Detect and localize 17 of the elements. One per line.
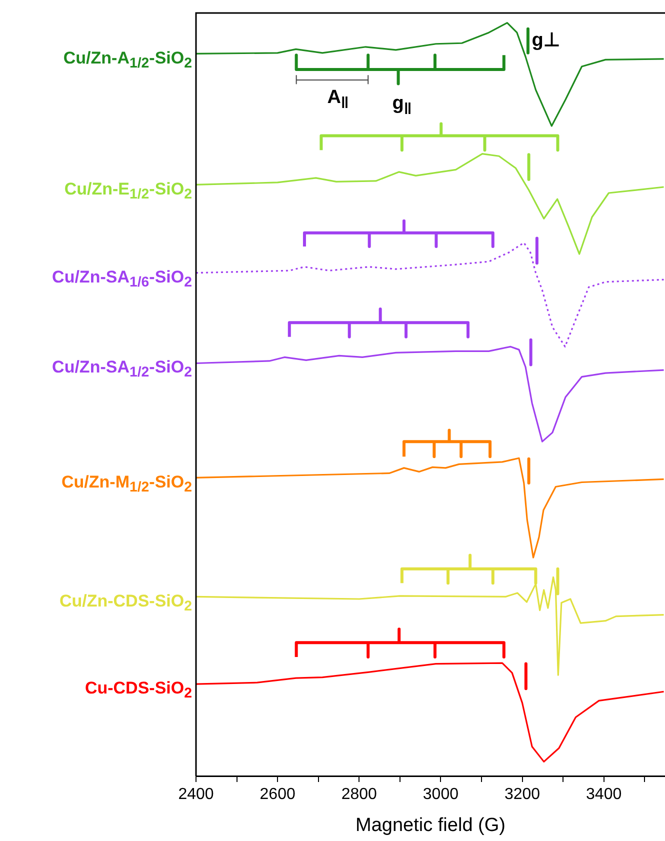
series-label: Cu-CDS-SiO$_{2}$ xyxy=(84,678,192,702)
x-axis-title: Magnetic field (G) xyxy=(356,814,506,836)
annotation: g⊥ xyxy=(532,29,560,52)
series-label: Cu/Zn-E$_{1/2}$-SiO$_{2}$ xyxy=(64,179,192,202)
x-tick-label: 2600 xyxy=(260,786,296,804)
series-label: Cu/Zn-CDS-SiO$_{2}$ xyxy=(59,591,192,614)
series-label: Cu/Zn-SA$_{1/2}$-SiO$_{2}$ xyxy=(52,358,192,381)
x-tick-label: 2400 xyxy=(178,786,214,804)
x-tick-label: 2800 xyxy=(341,786,378,804)
series-label: Cu/Zn-A$_{1/2}$-SiO$_{2}$ xyxy=(63,48,192,72)
x-tick-label: 3000 xyxy=(422,786,459,804)
x-tick-label: 3200 xyxy=(504,786,540,804)
series-label: Cu/Zn-M$_{1/2}$-SiO$_{2}$ xyxy=(62,472,192,496)
annotation: A$_{‖}$ xyxy=(327,87,349,113)
series-label: Cu/Zn-SA$_{1/6}$-SiO$_{2}$ xyxy=(52,267,192,291)
x-tick-label: 3400 xyxy=(586,786,622,804)
annotation: g$_{‖}$ xyxy=(392,93,412,119)
